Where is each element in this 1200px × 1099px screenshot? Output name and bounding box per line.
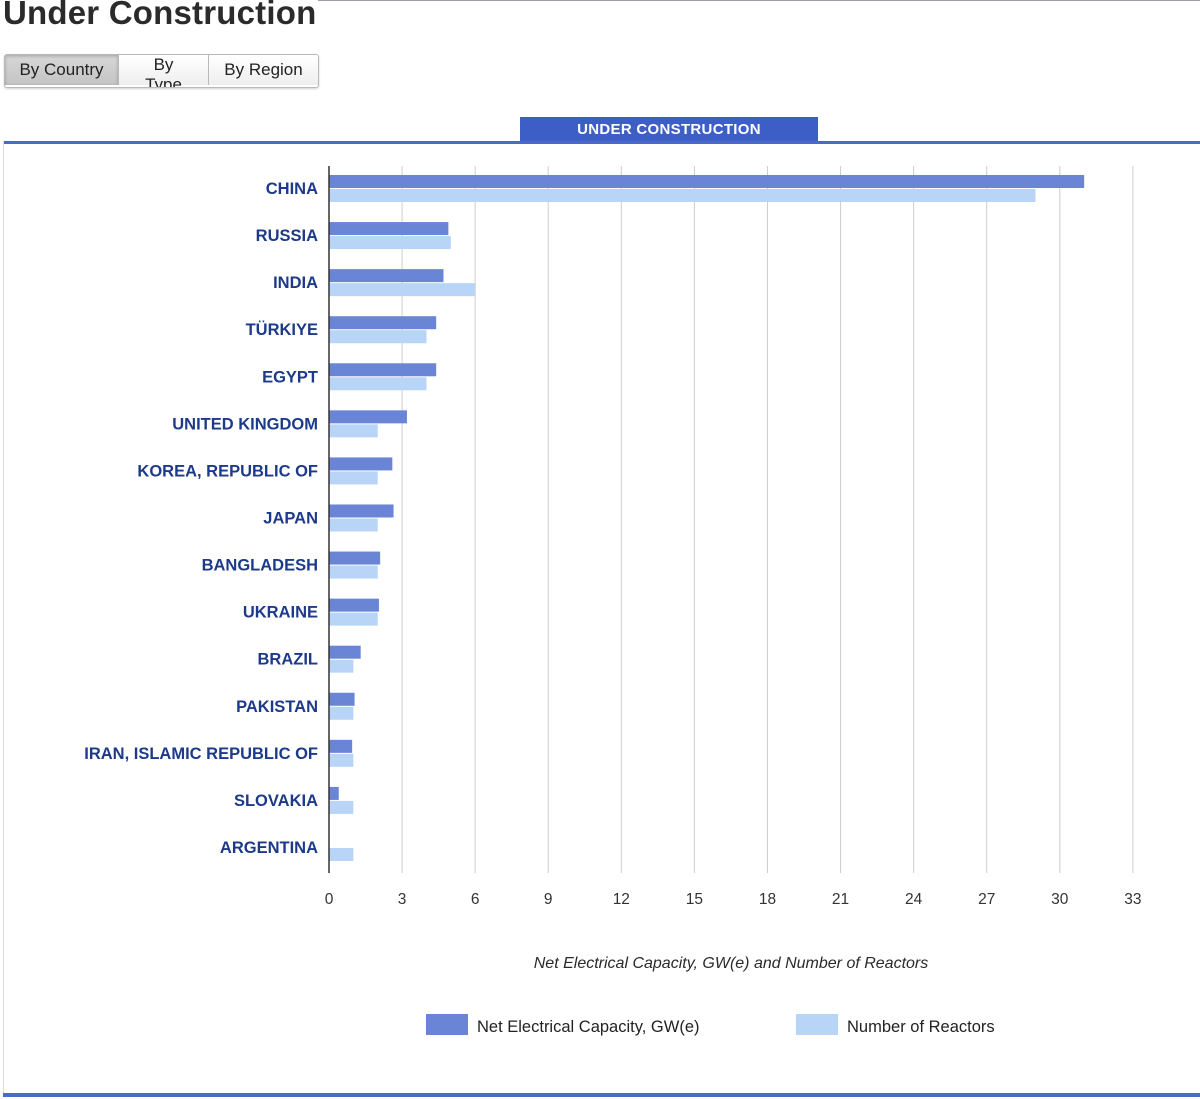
bar-capacity — [329, 316, 437, 330]
legend-swatch-reactors — [796, 1014, 838, 1035]
bar-reactors — [329, 424, 378, 438]
bar-reactors — [329, 330, 427, 344]
bar-reactors — [329, 283, 476, 297]
tab-by-country[interactable]: By Country — [5, 55, 119, 85]
bar-capacity — [329, 739, 353, 753]
x-tick-label: 27 — [978, 891, 995, 908]
x-tick-label: 0 — [325, 891, 334, 908]
bar-capacity — [329, 222, 449, 236]
tab-by-region[interactable]: By Region — [209, 55, 318, 85]
x-tick-label: 24 — [905, 891, 923, 908]
legend-label-reactors: Number of Reactors — [847, 1018, 995, 1036]
category-label: INDIA — [273, 274, 318, 292]
bar-reactors — [329, 847, 354, 861]
x-tick-label: 6 — [471, 891, 480, 908]
bar-capacity — [329, 692, 355, 706]
bar-capacity — [329, 363, 437, 377]
category-label: EGYPT — [262, 368, 318, 386]
x-tick-label: 12 — [613, 891, 630, 908]
category-label: KOREA, REPUBLIC OF — [137, 462, 318, 480]
bar-capacity — [329, 645, 361, 659]
bar-capacity — [329, 269, 444, 283]
legend: Net Electrical Capacity, GW(e) Number of… — [426, 1014, 995, 1036]
bar-reactors — [329, 471, 378, 485]
category-label: BANGLADESH — [202, 557, 318, 575]
page-title: Under Construction — [3, 0, 317, 31]
bar-capacity — [329, 175, 1085, 188]
x-tick-label: 18 — [759, 891, 776, 908]
x-axis-ticks: 0 3 6 9 12 15 18 21 24 27 30 33 — [325, 891, 1142, 908]
x-tick-label: 15 — [686, 891, 703, 908]
bar-reactors — [329, 753, 354, 767]
x-tick-label: 21 — [832, 891, 849, 908]
grid-lines — [401, 166, 1134, 873]
category-label: ARGENTINA — [220, 839, 318, 857]
bar-reactors — [329, 612, 378, 626]
bar-capacity — [329, 598, 379, 612]
bars — [329, 175, 1085, 861]
top-rule — [318, 0, 1200, 1]
panel-bottom-border — [3, 1093, 1200, 1097]
view-tabs: By Country By Type By Region — [4, 54, 319, 88]
category-label: TÜRKIYE — [246, 320, 318, 339]
bar-reactors — [329, 800, 354, 814]
category-label: UNITED KINGDOM — [172, 415, 318, 433]
category-label: IRAN, ISLAMIC REPUBLIC OF — [84, 745, 318, 763]
category-label: SLOVAKIA — [234, 792, 318, 810]
bar-capacity — [329, 786, 339, 800]
category-label: BRAZIL — [258, 651, 319, 669]
category-labels: CHINA RUSSIA INDIA TÜRKIYE EGYPT UNITED KINGD… — [84, 180, 318, 857]
bar-capacity — [329, 504, 394, 518]
bar-reactors — [329, 565, 378, 579]
panel-top-border — [3, 141, 1200, 144]
bar-reactors — [329, 706, 354, 720]
category-label: JAPAN — [263, 509, 318, 527]
x-tick-label: 33 — [1124, 891, 1141, 908]
x-tick-label: 9 — [544, 891, 553, 908]
bar-reactors — [329, 189, 1036, 202]
category-label: UKRAINE — [243, 604, 318, 622]
x-axis-title: Net Electrical Capacity, GW(e) and Numbe… — [534, 955, 929, 972]
x-tick-label: 30 — [1051, 891, 1069, 908]
category-label: RUSSIA — [256, 227, 318, 245]
tab-by-type[interactable]: By Type — [119, 55, 209, 87]
x-tick-label: 3 — [398, 891, 407, 908]
chart-title: UNDER CONSTRUCTION — [520, 117, 818, 143]
bar-reactors — [329, 518, 378, 532]
bar-capacity — [329, 551, 381, 565]
bar-capacity — [329, 410, 407, 424]
bar-reactors — [329, 236, 451, 250]
legend-label-capacity: Net Electrical Capacity, GW(e) — [477, 1018, 700, 1036]
category-label: PAKISTAN — [236, 698, 318, 716]
bar-reactors — [329, 659, 354, 673]
legend-swatch-capacity — [426, 1014, 468, 1035]
panel-left-border — [3, 141, 4, 1096]
bar-capacity — [329, 457, 393, 471]
bar-reactors — [329, 377, 427, 391]
category-label: CHINA — [266, 180, 318, 198]
